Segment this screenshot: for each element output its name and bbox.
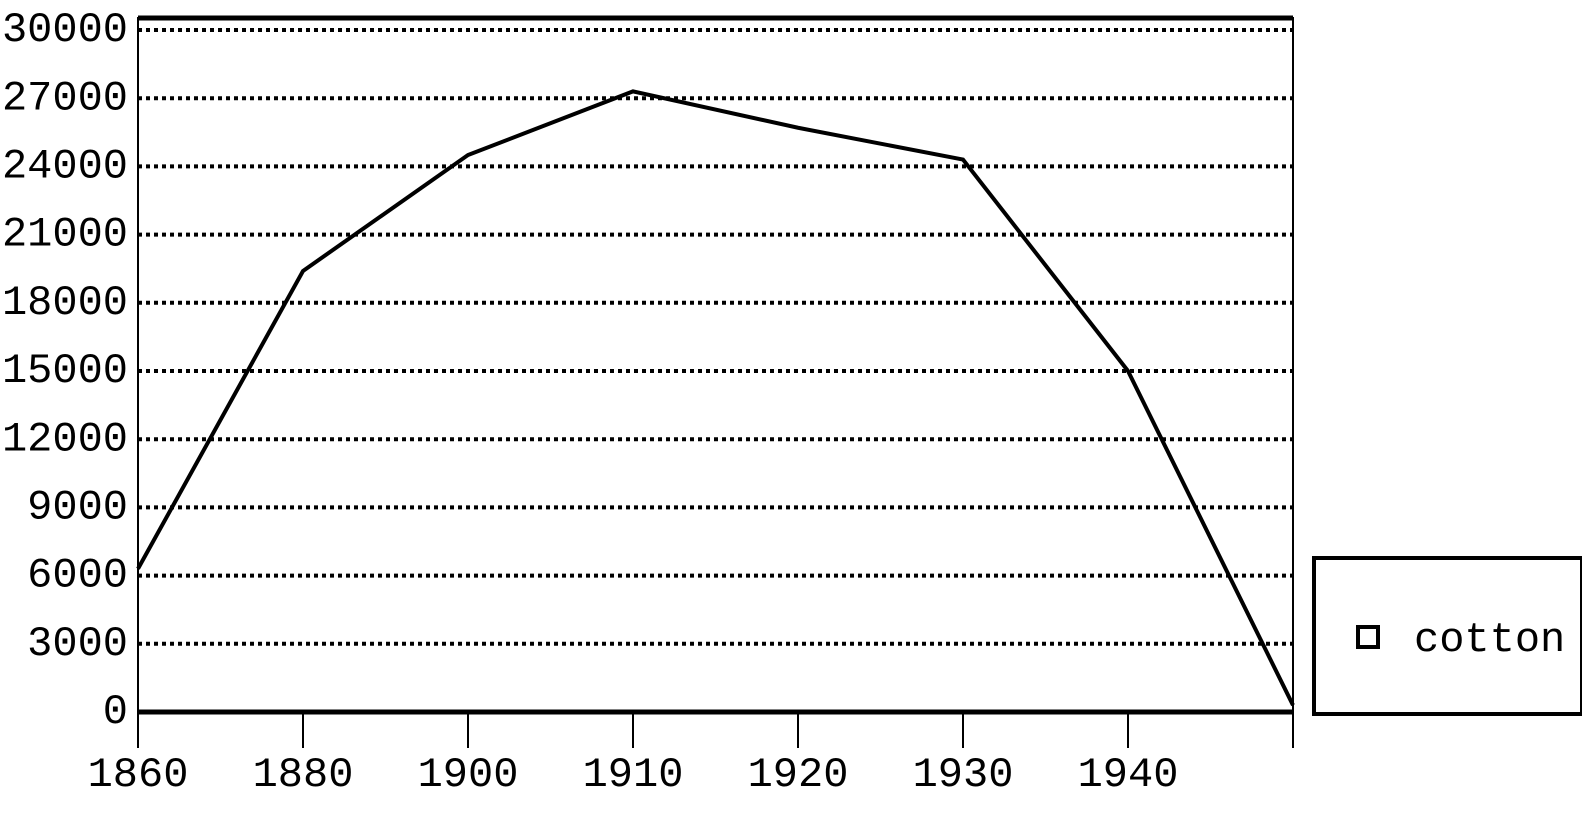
y-tick-label: 24000 (2, 142, 128, 190)
y-tick-label: 18000 (2, 279, 128, 327)
y-tick-label: 30000 (2, 6, 128, 54)
legend-marker (1356, 625, 1380, 649)
y-tick-label: 21000 (2, 211, 128, 259)
y-tick-label: 15000 (2, 347, 128, 395)
x-tick-label: 1880 (253, 751, 354, 799)
x-tick-label: 1940 (1078, 751, 1179, 799)
legend-label: cotton (1414, 616, 1565, 664)
plot-frame (137, 17, 1294, 713)
y-tick-label: 0 (103, 688, 128, 736)
legend-box (1312, 556, 1582, 716)
x-tick-label: 1860 (88, 751, 189, 799)
y-tick-label: 6000 (27, 552, 128, 600)
x-tick-label: 1900 (418, 751, 519, 799)
y-tick-label: 27000 (2, 74, 128, 122)
y-tick-label: 12000 (2, 415, 128, 463)
x-tick-label: 1920 (748, 751, 849, 799)
y-tick-label: 3000 (27, 620, 128, 668)
x-tick-label: 1930 (913, 751, 1014, 799)
y-tick-label: 9000 (27, 483, 128, 531)
x-tick-label: 1910 (583, 751, 684, 799)
series-line (136, 89, 1295, 707)
